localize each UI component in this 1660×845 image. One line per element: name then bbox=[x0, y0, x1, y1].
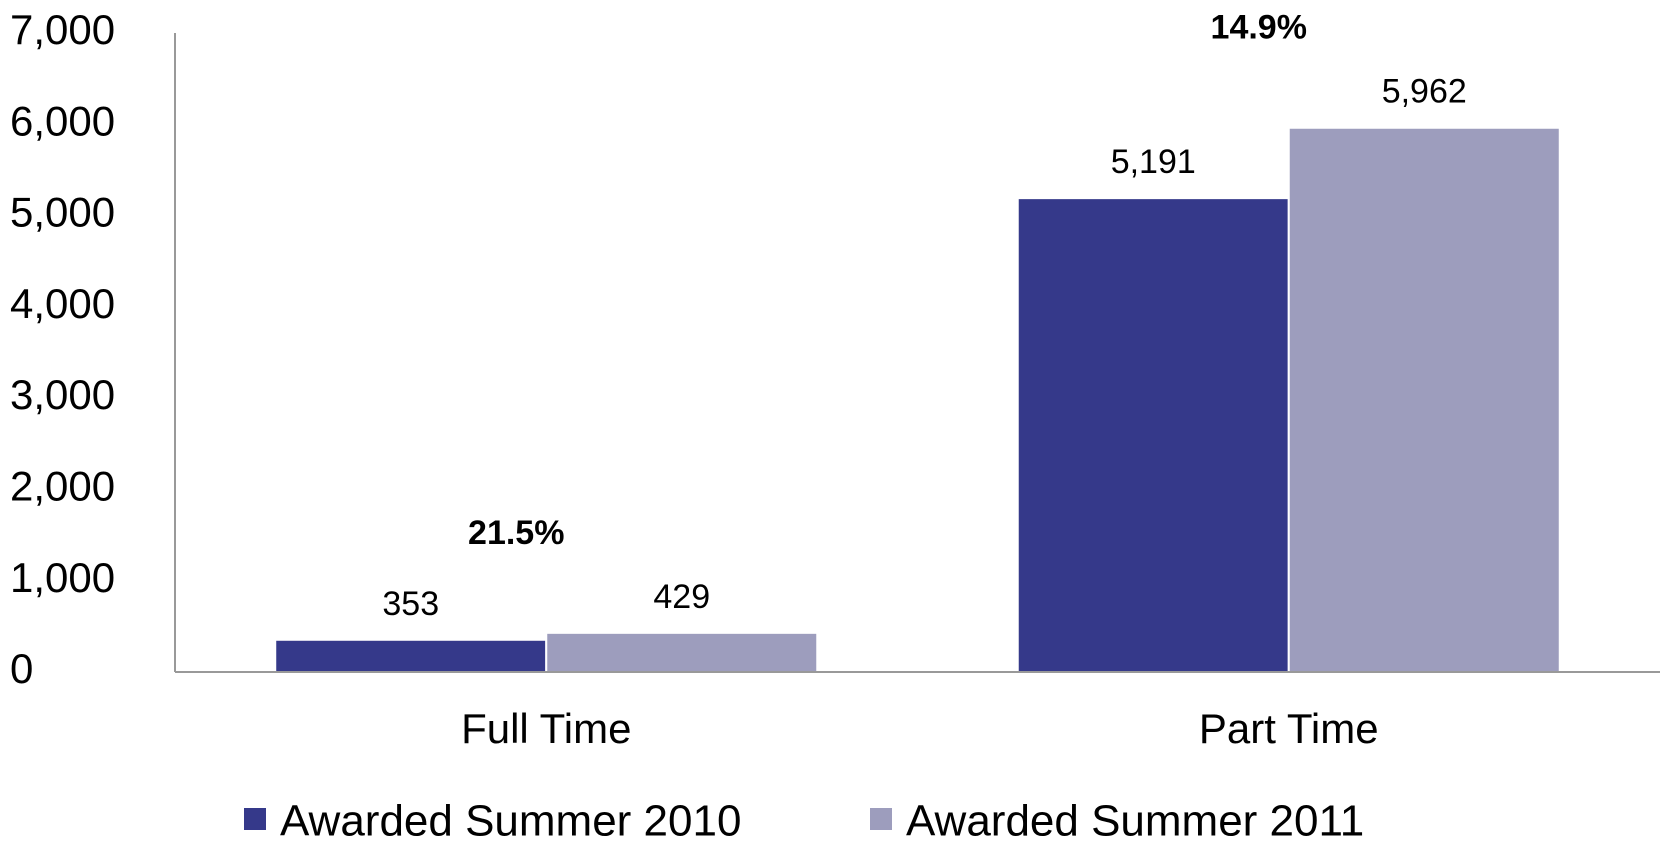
legend-label: Awarded Summer 2011 bbox=[906, 797, 1364, 845]
annotation: 14.9% bbox=[1211, 9, 1307, 47]
y-tick-label: 2,000 bbox=[10, 463, 115, 510]
y-tick-label: 0 bbox=[10, 645, 33, 692]
legend-label: Awarded Summer 2010 bbox=[280, 797, 741, 845]
x-tick-label: Part Time bbox=[1199, 705, 1379, 752]
y-tick-label: 7,000 bbox=[10, 6, 115, 53]
y-tick-label: 1,000 bbox=[10, 554, 115, 601]
y-tick-label: 3,000 bbox=[10, 371, 115, 418]
x-tick-label: Full Time bbox=[461, 705, 631, 752]
value-label: 5,191 bbox=[1111, 143, 1196, 181]
y-tick-label: 5,000 bbox=[10, 189, 115, 236]
value-label: 5,962 bbox=[1382, 73, 1467, 111]
bar bbox=[274, 638, 548, 673]
annotation: 21.5% bbox=[468, 514, 564, 552]
bar bbox=[545, 631, 819, 674]
bar bbox=[1016, 197, 1290, 673]
value-label: 353 bbox=[382, 585, 439, 623]
y-tick-label: 4,000 bbox=[10, 280, 115, 327]
y-tick-label: 6,000 bbox=[10, 97, 115, 144]
legend-swatch bbox=[244, 808, 266, 830]
value-label: 429 bbox=[653, 578, 710, 616]
bar bbox=[1287, 126, 1561, 673]
legend-swatch bbox=[870, 808, 892, 830]
